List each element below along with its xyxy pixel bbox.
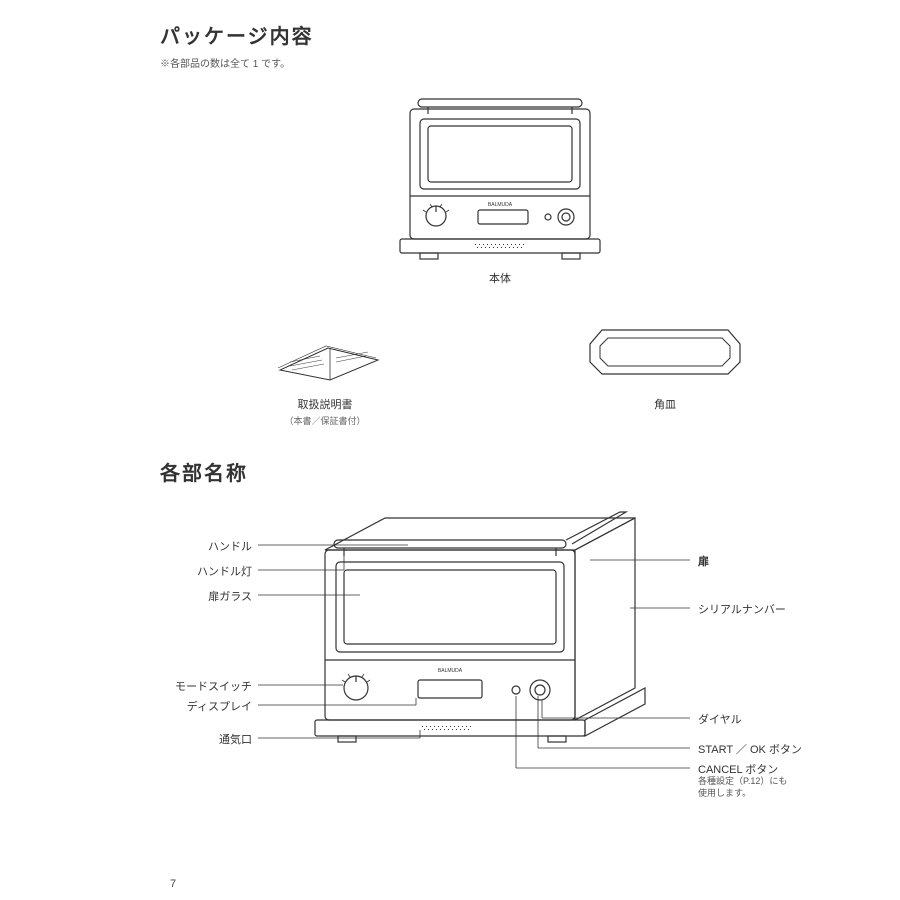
section2-title: 各部名称 bbox=[160, 457, 840, 486]
label-mode-switch: モードスイッチ bbox=[140, 678, 252, 694]
page-number: 7 bbox=[170, 878, 176, 890]
caption-main: 本体 bbox=[160, 270, 840, 286]
section1-note: ※各部品の数は全て 1 です。 bbox=[160, 55, 840, 70]
label-display: ディスプレイ bbox=[160, 698, 252, 714]
parts-diagram: BALMUDA bbox=[160, 500, 840, 810]
section1-title: パッケージ内容 bbox=[160, 20, 840, 49]
caption-manual: 取扱説明書 bbox=[250, 396, 400, 412]
label-handle-light: ハンドル灯 bbox=[160, 563, 252, 579]
label-cancel: CANCEL ボタン bbox=[698, 761, 778, 777]
caption-manual-sub: （本書／保証書付） bbox=[250, 414, 400, 427]
label-vent: 通気口 bbox=[160, 731, 252, 747]
oven-figure: BALMUDA 本体 bbox=[160, 84, 840, 286]
caption-tray: 角皿 bbox=[580, 396, 750, 412]
label-cancel-sub: 各種設定（P.12）にも 使用します。 bbox=[698, 776, 787, 799]
label-door-glass: 扉ガラス bbox=[160, 588, 252, 604]
svg-text:BALMUDA: BALMUDA bbox=[438, 668, 463, 674]
label-serial: シリアルナンバー bbox=[698, 601, 786, 617]
label-door: 扉 bbox=[698, 553, 709, 569]
manual-figure: 取扱説明書 （本書／保証書付） bbox=[250, 300, 400, 427]
tray-figure: 角皿 bbox=[580, 300, 750, 412]
label-dial: ダイヤル bbox=[698, 711, 742, 727]
label-handle: ハンドル bbox=[160, 538, 252, 554]
brand-label: BALMUDA bbox=[488, 202, 513, 208]
label-start-ok: START ／ OK ボタン bbox=[698, 741, 802, 757]
